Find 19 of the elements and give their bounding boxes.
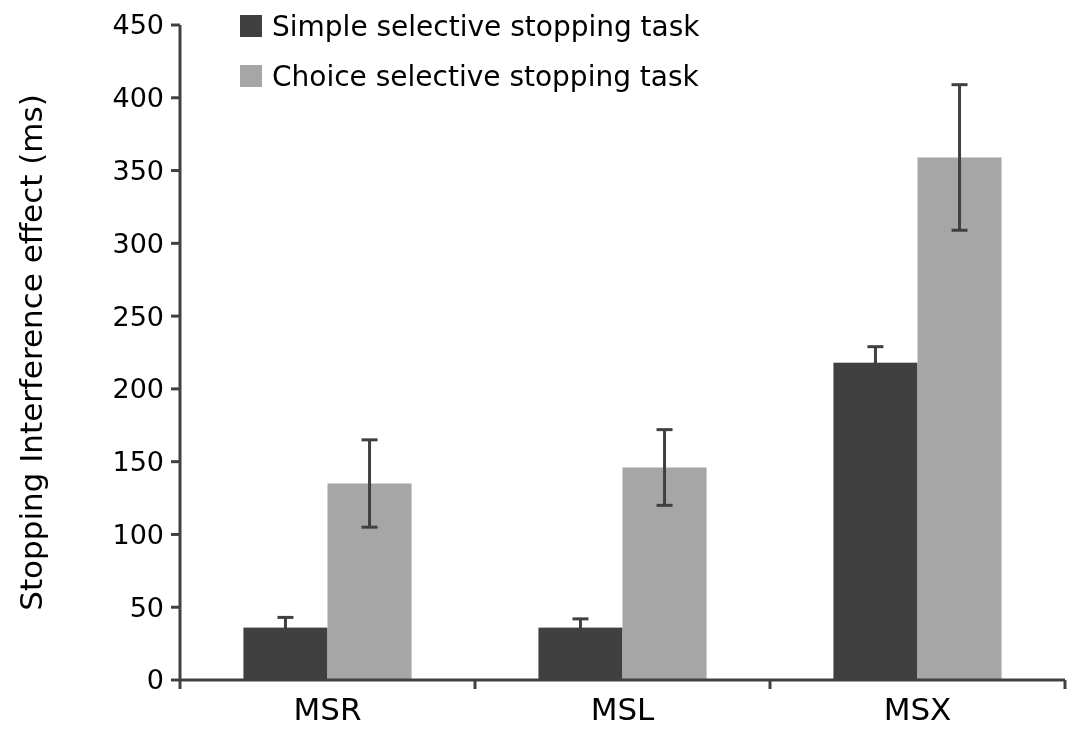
legend-label: Choice selective stopping task bbox=[272, 59, 700, 93]
bar bbox=[622, 467, 707, 680]
y-tick-label: 150 bbox=[112, 446, 164, 478]
y-tick-label: 450 bbox=[112, 9, 164, 41]
y-tick-label: 200 bbox=[112, 373, 164, 405]
y-axis-title: Stopping Interference effect (ms) bbox=[13, 94, 49, 611]
y-tick-label: 100 bbox=[112, 518, 164, 550]
y-tick-label: 50 bbox=[129, 591, 164, 623]
x-tick-label: MSR bbox=[293, 691, 362, 727]
x-tick-label: MSX bbox=[883, 691, 952, 727]
y-tick-label: 350 bbox=[112, 155, 164, 187]
legend-label: Simple selective stopping task bbox=[272, 9, 701, 43]
bar bbox=[917, 157, 1002, 680]
y-tick-label: 300 bbox=[112, 227, 164, 259]
y-tick-label: 400 bbox=[112, 82, 164, 114]
y-tick-label: 0 bbox=[146, 664, 164, 696]
y-tick-label: 250 bbox=[112, 300, 164, 332]
bar bbox=[327, 483, 412, 680]
x-tick-label: MSL bbox=[590, 691, 656, 727]
